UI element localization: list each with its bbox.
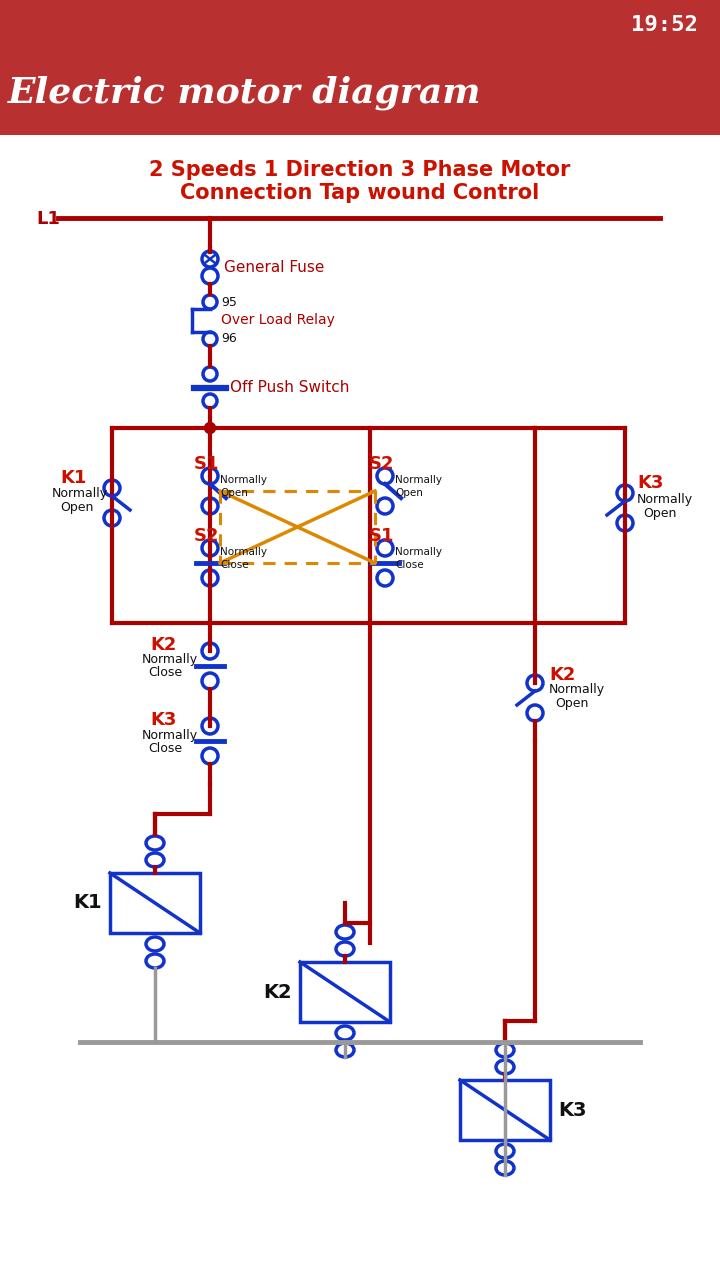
FancyBboxPatch shape xyxy=(0,50,720,134)
Text: K1: K1 xyxy=(60,468,86,486)
Text: K3: K3 xyxy=(637,474,663,492)
Text: S2: S2 xyxy=(194,527,220,545)
Text: K3: K3 xyxy=(150,710,176,730)
Bar xyxy=(300,963,390,1021)
Text: Electric motor diagram: Electric motor diagram xyxy=(8,76,482,110)
Text: K1: K1 xyxy=(73,893,102,913)
Text: Off Push Switch: Off Push Switch xyxy=(230,380,349,396)
Text: Normally: Normally xyxy=(395,475,442,485)
Text: Normally: Normally xyxy=(142,654,198,667)
Circle shape xyxy=(204,422,215,434)
Text: Connection Tap wound Control: Connection Tap wound Control xyxy=(181,183,539,204)
Text: Normally: Normally xyxy=(637,493,693,506)
FancyBboxPatch shape xyxy=(0,0,720,50)
Text: S2: S2 xyxy=(369,454,395,474)
Text: K2: K2 xyxy=(150,636,176,654)
Text: Close: Close xyxy=(395,561,423,570)
Text: K2: K2 xyxy=(264,983,292,1001)
Bar xyxy=(460,1080,550,1140)
Text: Normally: Normally xyxy=(220,475,267,485)
Text: Normally: Normally xyxy=(220,547,267,557)
Text: Open: Open xyxy=(60,502,94,515)
Text: Open: Open xyxy=(643,507,676,520)
Text: General Fuse: General Fuse xyxy=(224,260,325,274)
Text: L1: L1 xyxy=(36,210,60,228)
Bar xyxy=(110,873,200,933)
Text: Open: Open xyxy=(555,698,588,710)
Text: Over Load Relay: Over Load Relay xyxy=(221,314,335,326)
Text: K2: K2 xyxy=(549,666,575,684)
Text: S1: S1 xyxy=(369,527,395,545)
Text: Normally: Normally xyxy=(395,547,442,557)
Text: Open: Open xyxy=(220,488,248,498)
Text: 96: 96 xyxy=(221,333,237,346)
Text: K3: K3 xyxy=(558,1101,587,1120)
Text: Normally: Normally xyxy=(52,488,108,500)
FancyBboxPatch shape xyxy=(0,134,720,1280)
Text: Close: Close xyxy=(220,561,248,570)
Text: Normally: Normally xyxy=(142,728,198,741)
Text: 2 Speeds 1 Direction 3 Phase Motor: 2 Speeds 1 Direction 3 Phase Motor xyxy=(149,160,571,180)
Text: Close: Close xyxy=(148,741,182,754)
Text: S1: S1 xyxy=(194,454,220,474)
Text: 19:52: 19:52 xyxy=(631,15,698,35)
Text: Close: Close xyxy=(148,667,182,680)
Text: Normally: Normally xyxy=(549,684,605,696)
Text: Open: Open xyxy=(395,488,423,498)
Text: 95: 95 xyxy=(221,296,237,308)
